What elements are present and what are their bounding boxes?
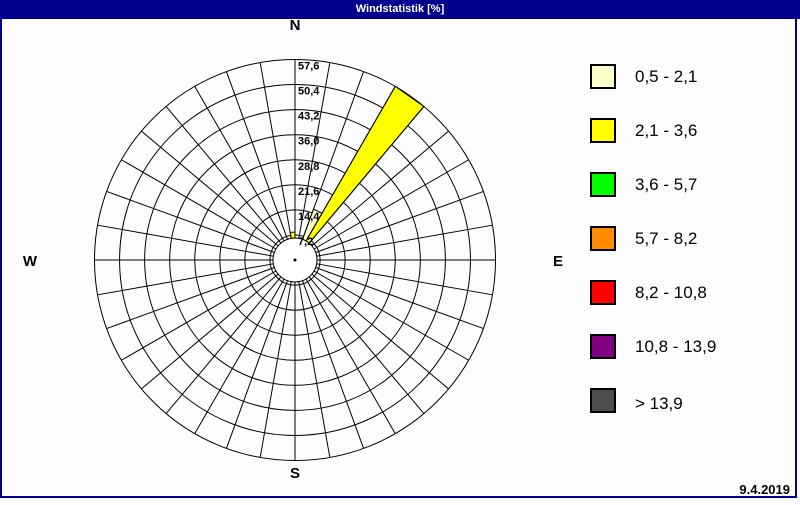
- svg-text:N: N: [290, 17, 301, 34]
- svg-text:7,2: 7,2: [298, 236, 313, 248]
- svg-text:E: E: [553, 253, 563, 270]
- svg-text:28,8: 28,8: [298, 161, 319, 173]
- svg-text:S: S: [290, 465, 300, 482]
- svg-text:50,4: 50,4: [298, 86, 320, 98]
- svg-text:57,6: 57,6: [298, 61, 319, 73]
- svg-text:W: W: [23, 253, 38, 270]
- svg-text:36,0: 36,0: [298, 136, 319, 148]
- svg-text:14,4: 14,4: [298, 211, 320, 223]
- svg-text:21,6: 21,6: [298, 186, 319, 198]
- svg-text:43,2: 43,2: [298, 111, 319, 123]
